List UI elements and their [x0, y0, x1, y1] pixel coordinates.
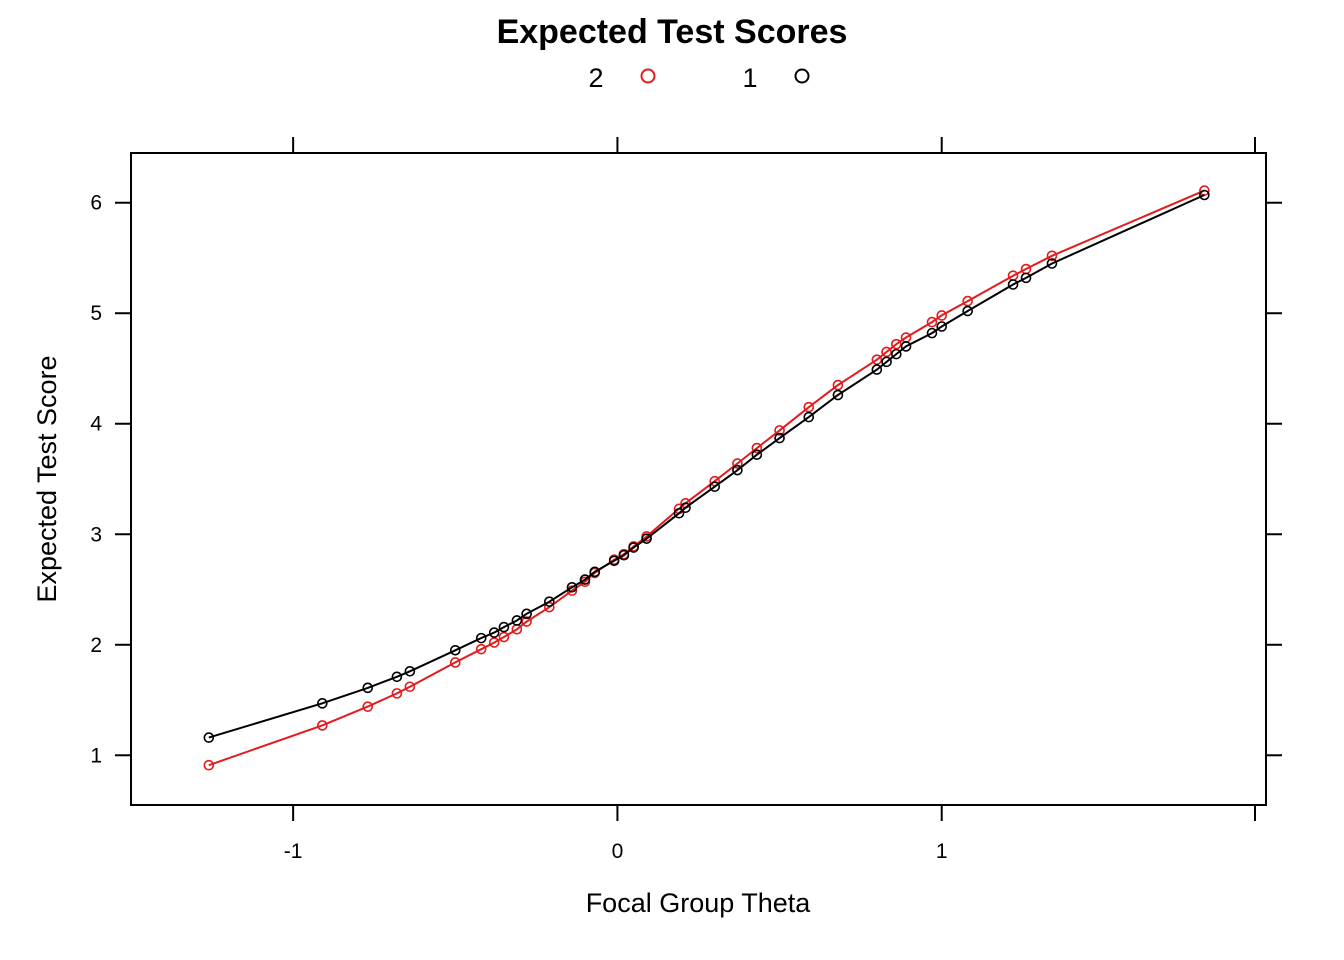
data-point: [962, 305, 973, 317]
data-point: [926, 316, 938, 328]
data-point: [391, 671, 403, 683]
data-point: [203, 759, 215, 771]
data-point: [566, 581, 578, 593]
data-point: [881, 356, 892, 368]
x-tick-label: 0: [612, 840, 624, 863]
data-point: [511, 615, 523, 626]
y-tick-label: 1: [90, 744, 102, 767]
legend-item: 2: [588, 63, 656, 93]
data-point: [803, 411, 815, 423]
legend-marker: [794, 68, 810, 84]
data-point: [680, 502, 691, 514]
data-point: [488, 637, 500, 648]
data-point: [1020, 272, 1032, 284]
data-point: [362, 682, 374, 694]
x-tick-label: -1: [284, 840, 303, 863]
data-point: [475, 632, 487, 644]
data-point: [881, 346, 892, 358]
data-point: [751, 449, 763, 460]
data-point: [404, 681, 416, 693]
data-point: [618, 549, 630, 561]
data-point: [362, 701, 374, 712]
x-tick-label: 1: [936, 840, 948, 863]
data-point: [1046, 250, 1058, 262]
data-point: [774, 432, 785, 444]
data-point: [803, 401, 815, 413]
data-point: [871, 354, 883, 365]
data-point: [732, 458, 743, 469]
y-tick-label: 6: [90, 192, 102, 215]
data-point: [774, 425, 785, 436]
data-point: [521, 608, 532, 620]
data-point: [317, 698, 328, 709]
data-point: [1046, 258, 1058, 269]
series-line: [208, 194, 1205, 739]
x-axis-label: Focal Group Theta: [586, 888, 812, 918]
legend-marker: [640, 68, 656, 84]
series-layer: [203, 185, 1210, 771]
data-point: [832, 379, 844, 391]
legend-label: 2: [588, 63, 603, 93]
data-point: [751, 442, 763, 454]
data-point: [832, 389, 844, 401]
data-point: [962, 295, 973, 307]
plot-frame: [130, 152, 1267, 806]
data-point: [579, 574, 591, 585]
y-axis-ticks: 1 2 3 4 5 6: [90, 192, 1282, 767]
data-point: [404, 665, 416, 677]
y-tick-label: 3: [90, 523, 102, 546]
chart-title: Expected Test Scores: [497, 13, 848, 51]
series-1: [203, 189, 1210, 743]
data-point: [488, 627, 500, 638]
data-point: [589, 566, 601, 578]
data-point: [1007, 279, 1019, 290]
data-point: [891, 348, 902, 360]
data-point: [673, 507, 685, 519]
data-point: [628, 542, 639, 553]
data-point: [926, 327, 938, 339]
data-point: [391, 688, 403, 699]
data-point: [449, 657, 461, 668]
data-point: [732, 464, 743, 476]
data-point: [498, 621, 510, 633]
y-tick-label: 2: [90, 634, 102, 657]
data-point: [203, 732, 215, 743]
data-point: [1199, 189, 1210, 201]
x-axis-ticks: -1 0 1: [284, 137, 1256, 863]
y-tick-label: 4: [90, 413, 102, 436]
data-point: [871, 364, 883, 375]
y-axis-label: Expected Test Score: [32, 355, 62, 602]
data-point: [449, 644, 461, 656]
legend-label: 1: [742, 63, 757, 93]
data-point: [475, 643, 487, 655]
data-point: [641, 533, 652, 544]
data-point: [891, 338, 902, 350]
series-2: [203, 185, 1210, 771]
data-point: [608, 555, 620, 567]
y-tick-label: 5: [90, 302, 102, 325]
series-line: [208, 189, 1205, 767]
data-point: [498, 631, 510, 643]
data-point: [936, 321, 948, 332]
data-point: [709, 481, 721, 493]
data-point: [900, 341, 912, 352]
data-point: [521, 616, 532, 627]
data-point: [936, 310, 948, 321]
legend-item: 1: [742, 63, 810, 93]
data-point: [317, 720, 328, 731]
data-point: [544, 596, 555, 607]
